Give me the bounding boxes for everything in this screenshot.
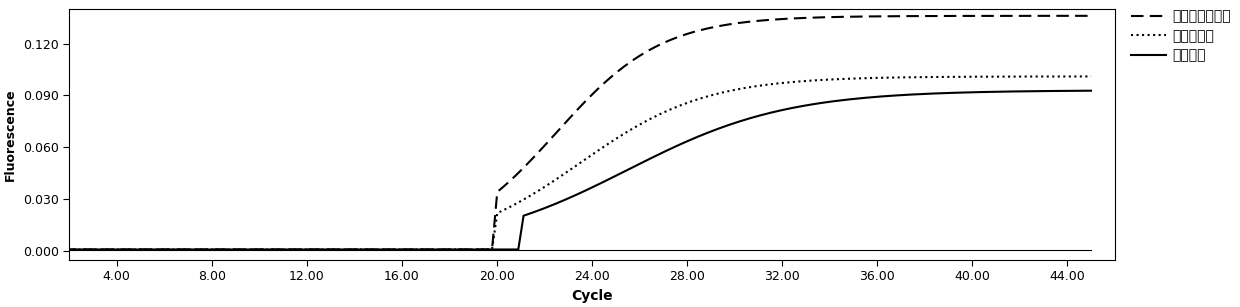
牛分枝杆菌 <box>232 248 247 251</box>
X-axis label: Cycle: Cycle <box>572 289 613 303</box>
牛支原体 <box>1084 89 1099 92</box>
牛支原体 <box>79 248 94 251</box>
牛分枝杆菌 <box>316 248 331 251</box>
牛分枝杆菌 <box>1084 75 1099 78</box>
牛肺炎克雷伯菌 <box>232 248 247 251</box>
Line: 牛分枝杆菌: 牛分枝杆菌 <box>46 76 1091 250</box>
牛肺炎克雷伯菌 <box>1032 14 1047 18</box>
牛分枝杆菌 <box>38 248 53 251</box>
牛支原体 <box>994 90 1009 94</box>
牛分枝杆菌 <box>79 248 94 251</box>
Legend: 牛肺炎克雷伯菌, 牛分枝杆菌, 牛支原体: 牛肺炎克雷伯菌, 牛分枝杆菌, 牛支原体 <box>1125 4 1236 68</box>
牛肺炎克雷伯菌 <box>79 248 94 251</box>
牛肺炎克雷伯菌 <box>316 248 331 251</box>
Y-axis label: Fluorescence: Fluorescence <box>4 88 17 181</box>
牛分枝杆菌 <box>994 75 1009 79</box>
牛肺炎克雷伯菌 <box>1084 14 1099 18</box>
牛支原体 <box>1032 89 1047 93</box>
牛支原体 <box>100 248 115 251</box>
牛分枝杆菌 <box>100 248 115 251</box>
Line: 牛肺炎克雷伯菌: 牛肺炎克雷伯菌 <box>46 16 1091 250</box>
牛支原体 <box>232 248 247 251</box>
牛分枝杆菌 <box>1032 75 1047 78</box>
Line: 牛支原体: 牛支原体 <box>46 91 1091 250</box>
牛肺炎克雷伯菌 <box>100 248 115 251</box>
牛肺炎克雷伯菌 <box>994 14 1009 18</box>
牛肺炎克雷伯菌 <box>38 248 53 251</box>
牛支原体 <box>316 248 331 251</box>
牛支原体 <box>38 248 53 251</box>
